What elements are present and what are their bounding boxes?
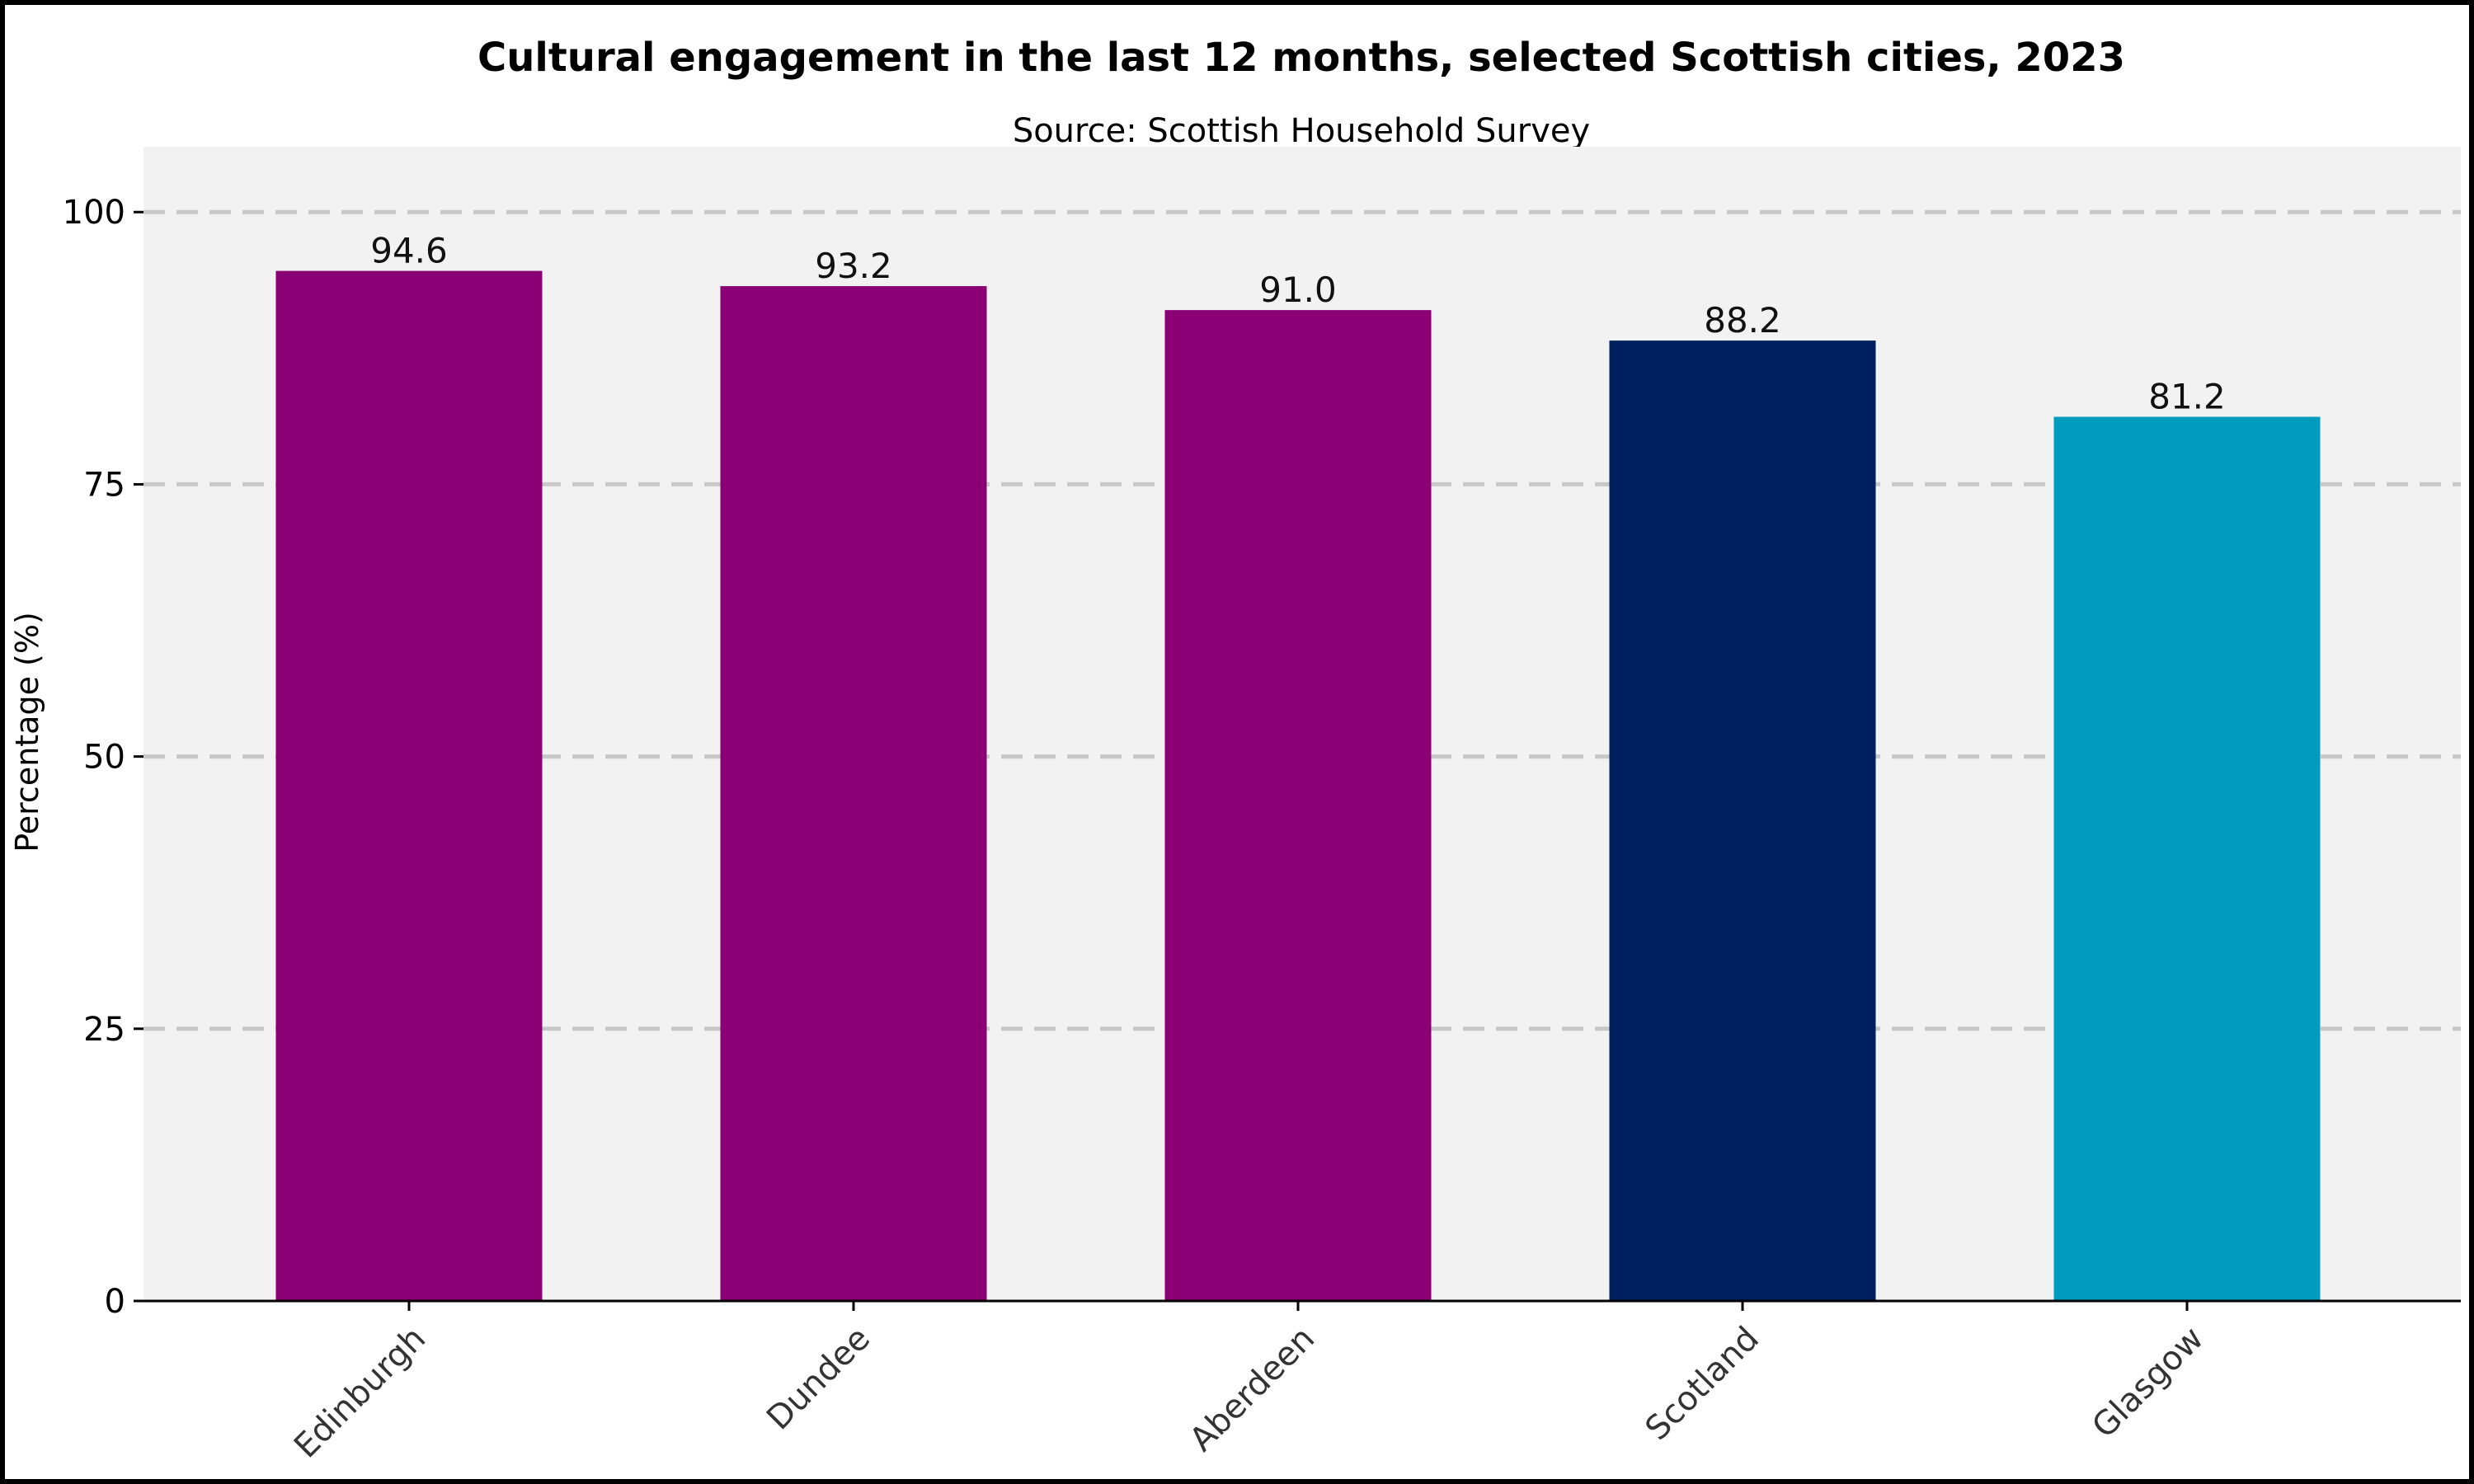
bar-scotland bbox=[1609, 340, 1876, 1301]
y-tick-label: 100 bbox=[63, 194, 125, 232]
chart-title: Cultural engagement in the last 12 month… bbox=[477, 35, 2125, 81]
bar-glasgow bbox=[2053, 416, 2321, 1302]
chart-subtitle: Source: Scottish Household Survey bbox=[1013, 112, 1590, 150]
x-tick-label: Aberdeen bbox=[1183, 1320, 1322, 1459]
bar-chart: Cultural engagement in the last 12 month… bbox=[9, 35, 2461, 1466]
x-tick-label: Glasgow bbox=[2085, 1320, 2211, 1446]
bar-value-labels: 94.6 93.2 91.0 88.2 81.2 bbox=[370, 231, 2226, 417]
bar-value-label: 94.6 bbox=[370, 231, 448, 271]
y-axis-label: Percentage (%) bbox=[9, 612, 45, 852]
bar-value-label: 93.2 bbox=[815, 246, 892, 286]
bar-aberdeen bbox=[1164, 310, 1432, 1301]
x-tick-label: Edinburgh bbox=[287, 1320, 433, 1466]
bar-value-label: 88.2 bbox=[1704, 300, 1781, 340]
bars bbox=[275, 270, 2321, 1302]
bar-value-label: 81.2 bbox=[2148, 377, 2226, 417]
y-tick-label: 0 bbox=[105, 1283, 125, 1321]
y-tick-label: 50 bbox=[83, 739, 125, 777]
bar-value-label: 91.0 bbox=[1259, 270, 1337, 310]
bar-edinburgh bbox=[275, 270, 543, 1301]
y-tick-label: 25 bbox=[83, 1011, 125, 1049]
x-tick-label: Dundee bbox=[760, 1320, 877, 1438]
bar-dundee bbox=[720, 286, 987, 1301]
y-tick-label: 75 bbox=[83, 466, 125, 504]
x-tick-label: Scotland bbox=[1639, 1320, 1766, 1448]
